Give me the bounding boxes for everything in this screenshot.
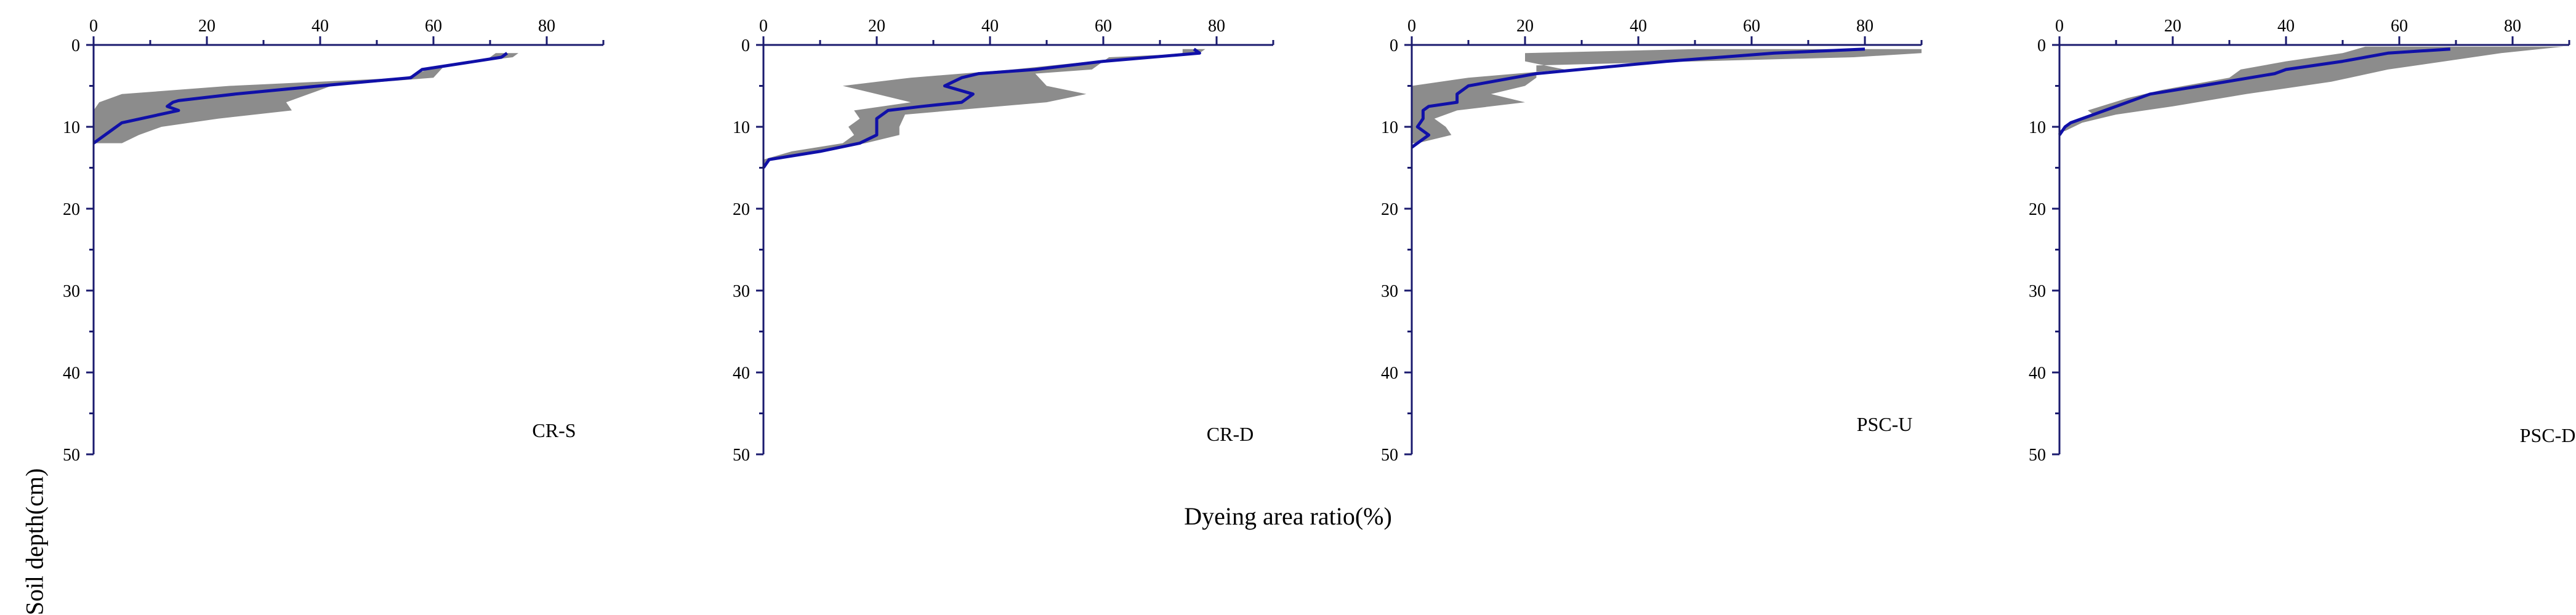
x-tick-label: 0	[89, 17, 98, 36]
y-tick-label: 10	[733, 118, 750, 137]
y-tick-label: 50	[2029, 446, 2046, 465]
mean-line	[762, 47, 1201, 169]
x-tick-label: 80	[538, 17, 555, 36]
range-band	[763, 49, 1205, 168]
y-tick-label: 20	[733, 200, 750, 219]
y-tick-label: 10	[1381, 118, 1398, 137]
panel-cr-d: 0 20 40 60 80 0 10 20 30 40 50 CR-D	[733, 17, 1274, 465]
range-band	[1412, 49, 1922, 143]
panel-cr-s: 0 20 40 60 80 0 10 20 30 40 50 CR-S	[63, 17, 605, 465]
y-tick-label: 50	[733, 446, 750, 465]
x-tick-label: 40	[312, 17, 329, 36]
y-tick-label: 50	[63, 446, 80, 465]
x-tick-label: 40	[2277, 17, 2295, 36]
x-tick-label: 0	[759, 17, 768, 36]
figure-canvas: 0 20 40 60 80 0 10 20 30 40 50 CR-S 0 20 40 60 80 0 10 20 3…	[63, 17, 2575, 465]
panel-title: PSC-D	[2520, 424, 2576, 446]
x-tick-label: 80	[1856, 17, 1874, 36]
x-tick-label: 0	[2055, 17, 2064, 36]
y-tick-label: 10	[63, 118, 80, 137]
y-tick-label: 30	[733, 282, 750, 301]
y-tick-label: 20	[2029, 200, 2046, 219]
y-tick-label: 30	[2029, 282, 2046, 301]
y-tick-label: 0	[71, 36, 80, 55]
mean-line	[2058, 47, 2450, 136]
x-tick-label: 40	[1630, 17, 1647, 36]
mean-line	[1411, 47, 1866, 149]
y-tick-label: 20	[63, 200, 80, 219]
range-band	[2059, 46, 2564, 131]
y-tick-label: 10	[2029, 118, 2046, 137]
x-tick-label: 60	[1743, 17, 1760, 36]
y-tick-label: 0	[2037, 36, 2046, 55]
x-tick-label: 60	[1095, 17, 1112, 36]
y-tick-label: 30	[1381, 282, 1398, 301]
panel-title: CR-D	[1207, 423, 1254, 445]
mean-line	[92, 52, 509, 145]
y-tick-label: 40	[2029, 364, 2046, 383]
panel-psc-u: 0 20 40 60 80 0 10 20 30 40 50 PSC-U	[1381, 17, 1923, 465]
x-tick-label: 0	[1407, 17, 1416, 36]
x-tick-label: 80	[2504, 17, 2521, 36]
x-tick-label: 60	[425, 17, 442, 36]
y-tick-label: 50	[1381, 446, 1398, 465]
panel-psc-d: 0 20 40 60 80 0 10 20 30 40 50 PSC-D	[2029, 17, 2575, 465]
y-tick-label: 30	[63, 282, 80, 301]
x-axis-title: Dyeing area ratio(%)	[1184, 502, 1392, 530]
panel-title: CR-S	[532, 419, 576, 441]
x-tick-label: 60	[2391, 17, 2408, 36]
y-tick-label: 20	[1381, 200, 1398, 219]
y-tick-label: 0	[1390, 36, 1398, 55]
x-tick-label: 20	[198, 17, 215, 36]
y-tick-label: 40	[63, 364, 80, 383]
x-tick-label: 20	[2164, 17, 2181, 36]
x-tick-label: 20	[868, 17, 885, 36]
panel-title: PSC-U	[1857, 413, 1913, 435]
x-tick-label: 40	[981, 17, 999, 36]
y-tick-label: 0	[741, 36, 750, 55]
x-tick-label: 20	[1516, 17, 1534, 36]
x-tick-label: 80	[1208, 17, 1225, 36]
y-tick-label: 40	[733, 364, 750, 383]
y-tick-label: 40	[1381, 364, 1398, 383]
range-band	[94, 53, 518, 143]
